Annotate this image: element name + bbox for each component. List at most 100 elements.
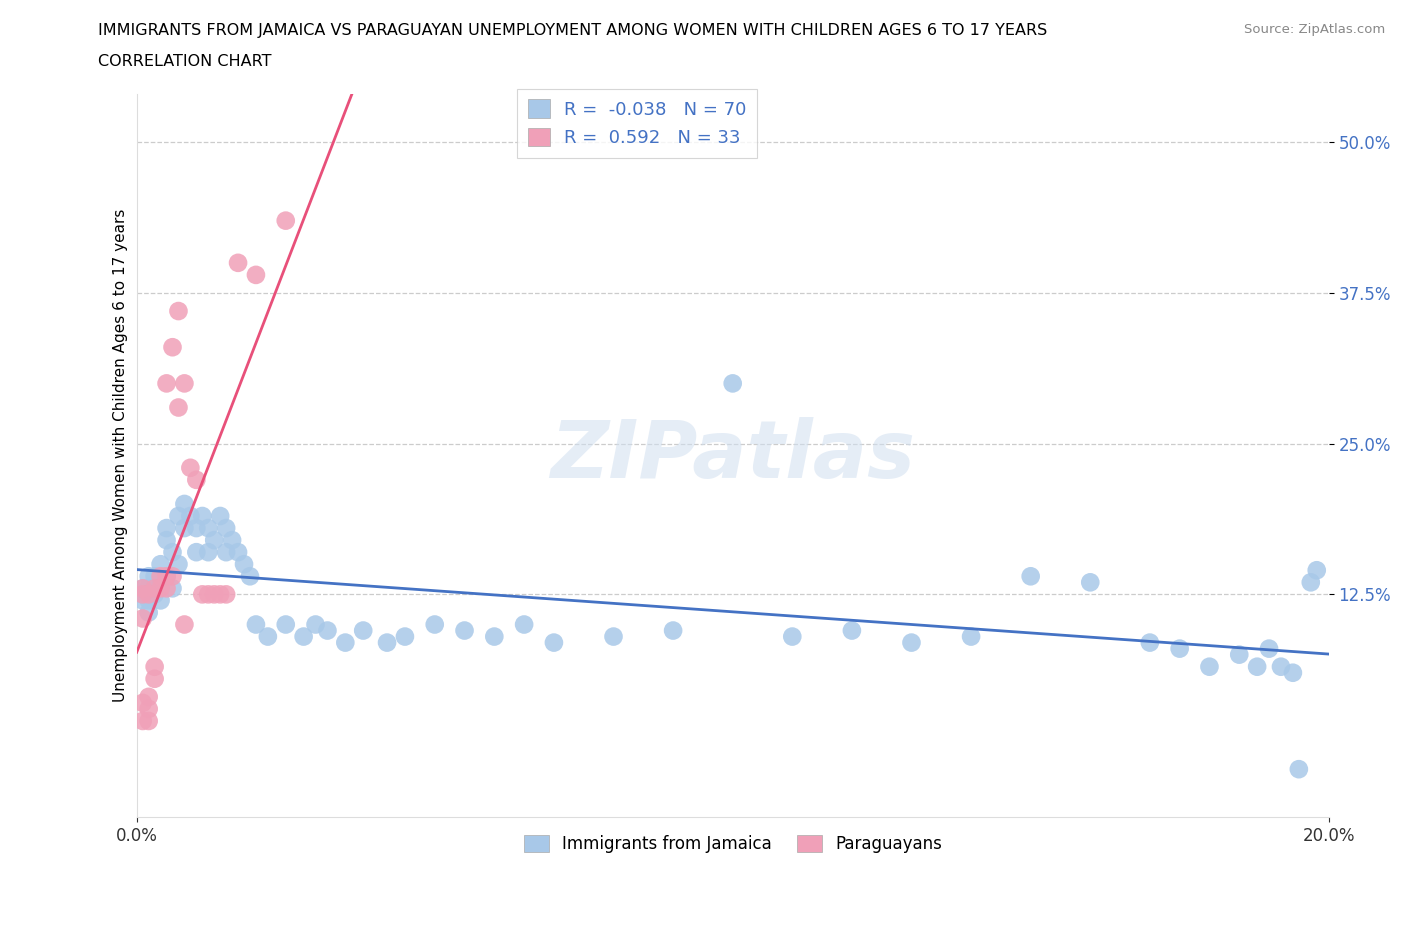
- Legend: Immigrants from Jamaica, Paraguayans: Immigrants from Jamaica, Paraguayans: [517, 829, 949, 859]
- Point: [1078, 575, 1101, 590]
- Point: [132, 587, 155, 602]
- Point: [245, 618, 267, 632]
- Point: [173, 618, 195, 632]
- Point: [155, 521, 177, 536]
- Point: [1288, 762, 1310, 777]
- Point: [132, 696, 155, 711]
- Point: [167, 509, 190, 524]
- Point: [162, 339, 184, 354]
- Point: [138, 701, 160, 716]
- Point: [143, 587, 166, 602]
- Point: [423, 618, 446, 632]
- Point: [721, 376, 744, 391]
- Point: [191, 509, 214, 524]
- Point: [662, 623, 685, 638]
- Point: [132, 587, 155, 602]
- Point: [138, 569, 160, 584]
- Point: [138, 593, 160, 608]
- Point: [1198, 659, 1220, 674]
- Point: [155, 569, 177, 584]
- Point: [173, 497, 195, 512]
- Point: [1258, 641, 1281, 656]
- Point: [316, 623, 339, 638]
- Text: Source: ZipAtlas.com: Source: ZipAtlas.com: [1244, 23, 1385, 36]
- Point: [1019, 569, 1042, 584]
- Point: [155, 533, 177, 548]
- Point: [292, 629, 315, 644]
- Point: [132, 593, 155, 608]
- Point: [304, 618, 326, 632]
- Point: [162, 569, 184, 584]
- Point: [191, 587, 214, 602]
- Point: [167, 303, 190, 318]
- Point: [138, 713, 160, 728]
- Point: [179, 460, 201, 475]
- Point: [138, 605, 160, 620]
- Text: ZIPatlas: ZIPatlas: [550, 417, 915, 495]
- Point: [155, 569, 177, 584]
- Point: [186, 545, 208, 560]
- Point: [138, 587, 160, 602]
- Point: [221, 533, 243, 548]
- Point: [138, 689, 160, 704]
- Point: [202, 587, 225, 602]
- Point: [233, 557, 256, 572]
- Point: [1168, 641, 1191, 656]
- Point: [162, 581, 184, 596]
- Point: [335, 635, 357, 650]
- Point: [143, 569, 166, 584]
- Point: [602, 629, 624, 644]
- Y-axis label: Unemployment Among Women with Children Ages 6 to 17 years: Unemployment Among Women with Children A…: [114, 209, 128, 702]
- Point: [1306, 563, 1329, 578]
- Point: [143, 671, 166, 686]
- Point: [394, 629, 416, 644]
- Point: [143, 659, 166, 674]
- Point: [143, 581, 166, 596]
- Point: [900, 635, 922, 650]
- Point: [245, 268, 267, 283]
- Point: [179, 509, 201, 524]
- Point: [226, 545, 249, 560]
- Point: [149, 557, 172, 572]
- Point: [132, 713, 155, 728]
- Point: [209, 509, 232, 524]
- Point: [149, 569, 172, 584]
- Text: CORRELATION CHART: CORRELATION CHART: [98, 54, 271, 69]
- Point: [1246, 659, 1268, 674]
- Point: [132, 611, 155, 626]
- Point: [138, 581, 160, 596]
- Point: [274, 213, 297, 228]
- Point: [239, 569, 262, 584]
- Point: [782, 629, 804, 644]
- Point: [186, 521, 208, 536]
- Point: [173, 521, 195, 536]
- Point: [132, 581, 155, 596]
- Point: [841, 623, 863, 638]
- Point: [513, 618, 536, 632]
- Point: [1299, 575, 1322, 590]
- Point: [155, 376, 177, 391]
- Point: [215, 545, 238, 560]
- Point: [274, 618, 297, 632]
- Point: [202, 533, 225, 548]
- Point: [257, 629, 280, 644]
- Point: [215, 521, 238, 536]
- Point: [352, 623, 374, 638]
- Point: [484, 629, 506, 644]
- Point: [197, 587, 219, 602]
- Point: [173, 376, 195, 391]
- Point: [197, 521, 219, 536]
- Point: [186, 472, 208, 487]
- Point: [143, 581, 166, 596]
- Point: [215, 587, 238, 602]
- Point: [1282, 665, 1305, 680]
- Point: [226, 256, 249, 271]
- Point: [1270, 659, 1292, 674]
- Point: [543, 635, 565, 650]
- Point: [167, 557, 190, 572]
- Point: [375, 635, 398, 650]
- Point: [209, 587, 232, 602]
- Point: [132, 581, 155, 596]
- Point: [155, 581, 177, 596]
- Point: [149, 593, 172, 608]
